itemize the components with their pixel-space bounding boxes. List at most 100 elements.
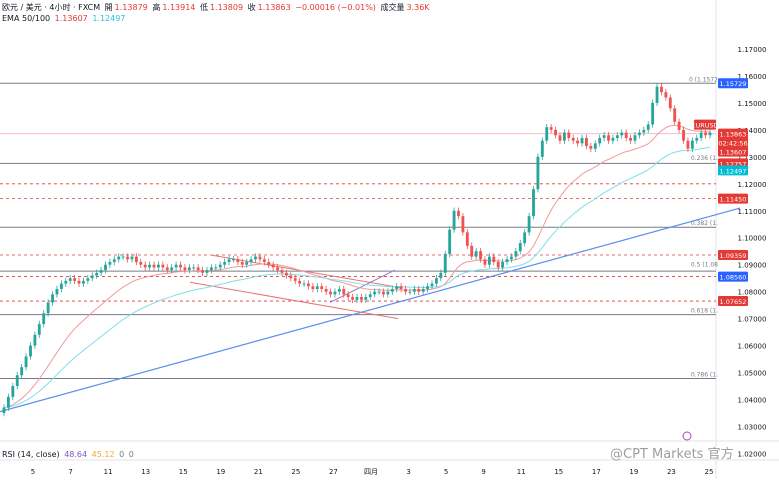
- candle-body: [629, 137, 633, 141]
- candle-body: [276, 267, 280, 271]
- x-tick-label: 5: [444, 468, 448, 476]
- candle-body: [2, 407, 6, 414]
- candle-body: [505, 259, 509, 263]
- candle-body: [161, 264, 165, 268]
- price-tag-bg: [718, 146, 748, 157]
- candle-body: [6, 396, 10, 408]
- candle-body: [660, 86, 663, 93]
- fib-label: 0.236 (1.: [691, 155, 718, 162]
- price-tag-bg: [718, 165, 748, 176]
- candle-body: [90, 275, 94, 279]
- candle-body: [240, 262, 244, 265]
- rsi-legend[interactable]: RSI (14, close) 48.64 45.12 0 0: [2, 450, 136, 459]
- candle-body: [651, 102, 655, 125]
- candle-body: [42, 313, 46, 325]
- x-tick-label: 23: [667, 468, 676, 476]
- candle-body: [73, 278, 77, 281]
- x-tick-label: 四月: [364, 468, 378, 476]
- candle-body: [99, 270, 103, 273]
- candle-body: [430, 283, 434, 287]
- high-label: 高: [152, 3, 161, 12]
- candle-body: [320, 286, 324, 289]
- candle-body: [421, 288, 425, 292]
- candle-body: [457, 210, 460, 217]
- open-label: 開: [104, 3, 113, 12]
- candle-body: [267, 262, 271, 265]
- x-tick-label: 19: [629, 468, 638, 476]
- candle-body: [302, 283, 306, 285]
- price-tag-label: 1.13863: [720, 131, 747, 139]
- price-tag-bg: [718, 78, 748, 89]
- candle-body: [223, 262, 227, 265]
- ema-legend[interactable]: EMA 50/100 1.13607 1.12497: [2, 14, 127, 23]
- high-value: 1.13914: [162, 3, 196, 12]
- symbol-label[interactable]: 欧元 / 美元 · 4小时 · FXCM: [2, 3, 101, 12]
- candle-body: [218, 264, 222, 268]
- candle-body: [549, 127, 553, 130]
- candle-body: [165, 267, 169, 271]
- watermark: @CPT Markets 官方: [610, 447, 734, 462]
- change-value: −0.00016 (−0.01%): [295, 3, 376, 12]
- candle-body: [558, 135, 562, 141]
- candle-body: [121, 256, 125, 258]
- candle-body: [474, 251, 478, 257]
- candle-body: [174, 264, 178, 268]
- candle-body: [179, 264, 182, 268]
- candle-body: [690, 140, 694, 149]
- candle-body: [86, 278, 90, 281]
- price-tag-label: 02:42:56: [718, 140, 747, 148]
- price-tag-bg: [718, 137, 748, 148]
- candle-body: [426, 286, 430, 289]
- candle-body: [205, 270, 209, 273]
- candle-body: [307, 283, 310, 287]
- candle-body: [607, 135, 610, 141]
- price-tag-label: 1.07652: [720, 298, 747, 306]
- candle-body: [611, 137, 615, 141]
- candle-body: [682, 129, 685, 141]
- x-tick-label: 27: [329, 468, 338, 476]
- candle-body: [232, 259, 235, 261]
- candle-body: [254, 256, 257, 260]
- candle-body: [483, 259, 487, 265]
- candle-body: [329, 291, 332, 295]
- candle-body: [324, 288, 328, 292]
- candle-body: [51, 294, 54, 303]
- candle-body: [139, 262, 143, 265]
- candle-body: [337, 288, 341, 292]
- candle-body: [452, 210, 456, 230]
- x-tick-label: 15: [179, 468, 188, 476]
- candle-body: [368, 294, 372, 298]
- candle-body: [536, 156, 540, 190]
- y-tick-label: 1.15000: [738, 100, 767, 108]
- y-tick-label: 1.09000: [738, 262, 767, 270]
- candle-body: [298, 280, 302, 284]
- candle-body: [562, 132, 566, 141]
- candle-body: [496, 262, 500, 268]
- candle-body: [704, 132, 708, 136]
- fib-label: 0.786 (1.: [691, 372, 718, 379]
- alert-icon: [682, 431, 692, 441]
- candle-body: [245, 262, 249, 265]
- price-tag-label: 1.08560: [720, 274, 747, 282]
- volume-label: 成交量: [380, 3, 405, 12]
- candle-body: [593, 143, 597, 149]
- candle-body: [333, 291, 337, 295]
- candle-body: [280, 270, 284, 273]
- x-tick-label: 13: [141, 468, 150, 476]
- candle-body: [576, 140, 580, 144]
- candle-body: [126, 256, 129, 260]
- x-tick-label: 25: [705, 468, 714, 476]
- candle-body: [487, 256, 491, 265]
- candle-body: [624, 132, 628, 138]
- candle-body: [540, 140, 544, 157]
- y-tick-label: 1.05000: [738, 370, 767, 378]
- candle-body: [664, 92, 668, 98]
- candle-body: [443, 253, 447, 273]
- fib-label: 0 (1.1572: [689, 76, 718, 83]
- candle-body: [95, 272, 99, 276]
- candle-body: [492, 256, 496, 263]
- candle-body: [637, 132, 641, 136]
- candle-body: [315, 286, 319, 289]
- candle-body: [615, 135, 619, 138]
